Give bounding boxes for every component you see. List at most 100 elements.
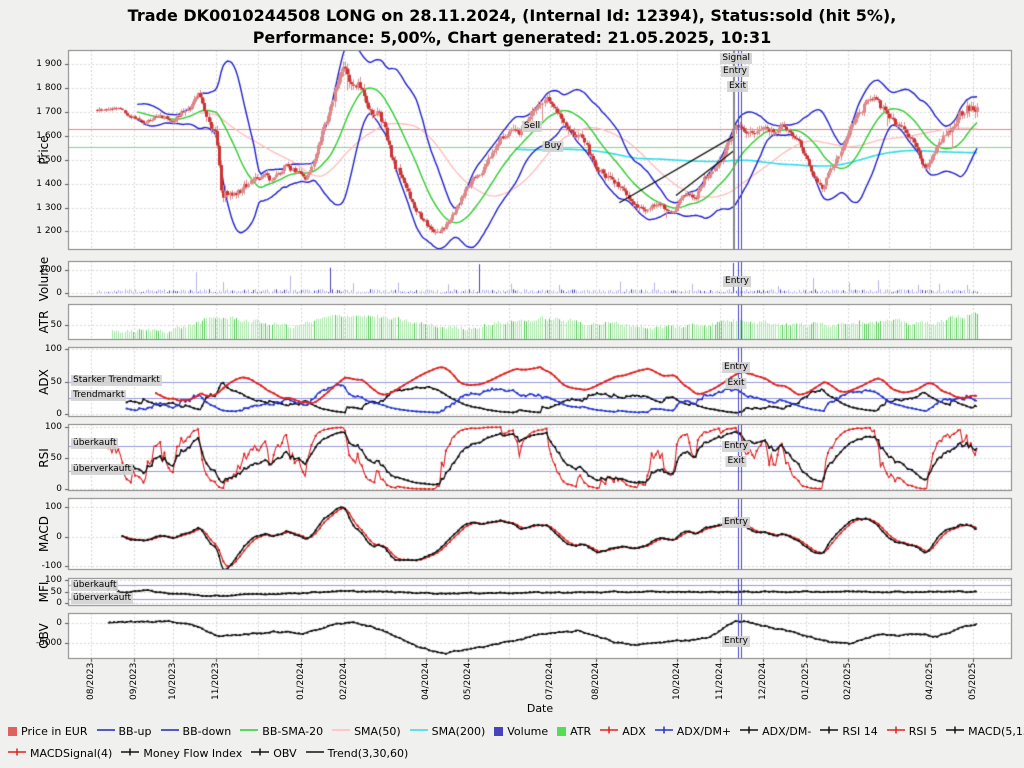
y-tick-label-mfi: 100 [44,575,62,586]
legend-label: BB-SMA-20 [262,725,324,738]
legend-swatch [820,725,839,738]
annotation-mfi-overbought-label: überkauft [71,580,119,591]
annotation-entry-label-macd: Entry [722,517,750,528]
y-tick-label-price: 1 700 [36,107,62,118]
legend-swatch [121,747,140,760]
legend-item-bb-up: BB-up [96,725,152,738]
legend-label: Price in EUR [21,725,88,738]
legend-swatch [240,725,259,738]
x-tick-label: 07/2024 [545,662,555,700]
y-tick-label-obv: 0 [56,618,62,628]
y-tick-label-price: 1 600 [36,130,62,141]
legend-item-price-in-eur: Price in EUR [8,725,88,738]
legend-label: BB-down [182,725,232,738]
x-tick-label: 11/2023 [211,662,222,700]
x-tick-label: 02/2025 [842,662,853,700]
annotation-rsi-overbought-label: überkauft [71,438,119,449]
x-tick-label: 02/2024 [338,662,349,700]
legend-item-sma-200-: SMA(200) [409,725,486,738]
legend-swatch [494,727,504,736]
legend-swatch [886,725,905,738]
legend-item-macd-5-13-: MACD(5,13) [946,725,1024,738]
legend-item-atr: ATR [557,725,591,738]
annotation-entry-label-price: Entry [721,66,749,77]
annotation-exit-label-price: Exit [726,81,748,92]
annotation-exit-label-adx: Exit [725,378,747,389]
x-tick-label: 08/2023 [86,662,97,700]
legend-item-volume: Volume [494,725,548,738]
y-tick-label-rsi: 100 [44,422,62,433]
legend-swatch [654,725,673,738]
y-tick-label-macd: 100 [44,501,62,512]
legend-item-adx-dm-: ADX/DM+ [654,725,732,738]
legend-item-sma-50-: SMA(50) [332,725,401,738]
annotation-entry-label-adx: Entry [722,362,750,373]
y-tick-label-macd: -100 [41,561,62,572]
y-tick-label-price: 1 400 [36,178,62,189]
x-tick-label: 01/2024 [295,662,306,700]
annotation-adx-strong-trend-label: Starker Trendmarkt [71,375,162,386]
legend-label: ADX/DM+ [676,725,732,738]
legend-item-rsi-14: RSI 14 [820,725,878,738]
y-tick-label-price: 1 800 [36,83,62,94]
legend-row-1: Price in EUR BB-up BB-down BB-SMA-20 SMA(50)… [8,725,1024,738]
legend-swatch [946,725,965,738]
legend-label: ADX/DM- [762,725,812,738]
legend-swatch [96,725,115,738]
legend-item-obv: OBV [251,747,297,760]
legend-swatch [409,725,428,738]
annotation-entry-label-volume: Entry [723,276,751,287]
x-tick-label: 09/2023 [129,662,140,700]
annotation-mfi-oversold-label: überverkauft [71,593,134,604]
legend-label: RSI 5 [908,725,938,738]
x-tick-label: 10/2023 [168,662,179,700]
legend-item-trend-3-30-60-: Trend(3,30,60) [305,747,409,760]
legend-label: OBV [273,747,297,760]
legend-item-bb-down: BB-down [160,725,232,738]
annotation-buy-marker-label: Buy [542,141,564,152]
legend-item-rsi-5: RSI 5 [886,725,938,738]
annotation-rsi-oversold-label: überverkauft [71,464,134,475]
y-tick-label-mfi: 0 [56,598,62,609]
annotation-exit-label-rsi: Exit [725,456,747,467]
legend-swatch [8,727,17,736]
x-tick-label: 12/2024 [757,662,768,700]
legend-swatch [600,725,619,738]
legend-label: Trend(3,30,60) [327,747,409,760]
y-tick-label-adx: 0 [56,409,62,420]
y-tick-label-rsi: 0 [56,484,62,495]
y-tick-label-mfi: 50 [50,586,62,597]
y-tick-label-volume: 0 [56,287,62,298]
y-tick-label-adx: 50 [50,376,62,387]
y-tick-label-price: 1 900 [36,59,62,70]
annotation-sell-marker-label: Sell [521,121,543,132]
x-tick-label: 04/2024 [420,662,431,700]
legend-label: ATR [570,725,592,738]
y-tick-label-price: 1 300 [36,202,62,213]
annotation-signal-label: Signal [720,53,752,64]
legend-item-bb-sma-20: BB-SMA-20 [240,725,323,738]
legend-swatch [305,747,324,760]
x-tick-label: 05/2025 [967,662,978,700]
x-tick-label: 11/2024 [715,662,726,700]
y-tick-label-atr: 50 [50,320,62,330]
legend-item-adx-dm-: ADX/DM- [740,725,811,738]
legend-label: SMA(200) [431,725,486,738]
y-tick-label-volume: 2000 [39,264,62,275]
legend-label: MACD(5,13) [968,725,1024,738]
legend-swatch [160,725,179,738]
y-tick-label-macd: 0 [56,531,62,542]
legend-item-adx: ADX [600,725,646,738]
legend-swatch [332,725,351,738]
y-tick-label-rsi: 50 [50,453,62,464]
y-tick-label-adx: 100 [44,343,62,354]
legend-label: SMA(50) [354,725,401,738]
x-tick-label: 05/2024 [462,662,473,700]
legend-label: Money Flow Index [143,747,243,760]
x-tick-label: 01/2025 [800,662,811,700]
legend-label: ADX [622,725,646,738]
x-axis-title: Date [526,702,554,715]
legend-item-macdsignal-4-: MACDSignal(4) [8,747,112,760]
